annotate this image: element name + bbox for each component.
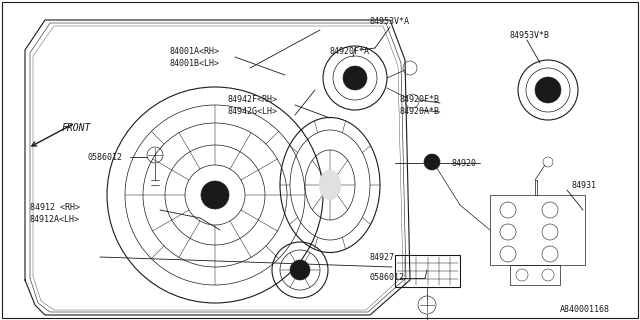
Text: FRONT: FRONT [62,123,92,133]
Text: 84912 <RH>: 84912 <RH> [30,204,80,212]
Text: 84920A*B: 84920A*B [400,108,440,116]
Text: 84912A<LH>: 84912A<LH> [30,214,80,223]
Text: 0586012: 0586012 [370,274,405,283]
Text: 84942G<LH>: 84942G<LH> [228,107,278,116]
Text: 84953V*B: 84953V*B [510,30,550,39]
Text: 84001A<RH>: 84001A<RH> [170,47,220,57]
Bar [510,265,560,285]
Text: 84927: 84927 [370,253,395,262]
Text: 84953V*A: 84953V*A [370,18,410,27]
Ellipse shape [319,170,341,200]
Text: 84920: 84920 [452,159,477,169]
Text: 84931: 84931 [572,180,597,189]
Text: 0586012: 0586012 [88,154,123,163]
Bar [490,195,585,265]
Bar [395,255,460,287]
Circle shape [290,260,310,280]
Text: 84920F*A: 84920F*A [330,47,370,57]
Text: A840001168: A840001168 [560,306,610,315]
Text: 84920F*B: 84920F*B [400,95,440,105]
Circle shape [535,77,561,103]
Circle shape [343,66,367,90]
Text: 84001B<LH>: 84001B<LH> [170,59,220,68]
Text: 84942F<RH>: 84942F<RH> [228,95,278,105]
Circle shape [201,181,229,209]
Circle shape [424,154,440,170]
